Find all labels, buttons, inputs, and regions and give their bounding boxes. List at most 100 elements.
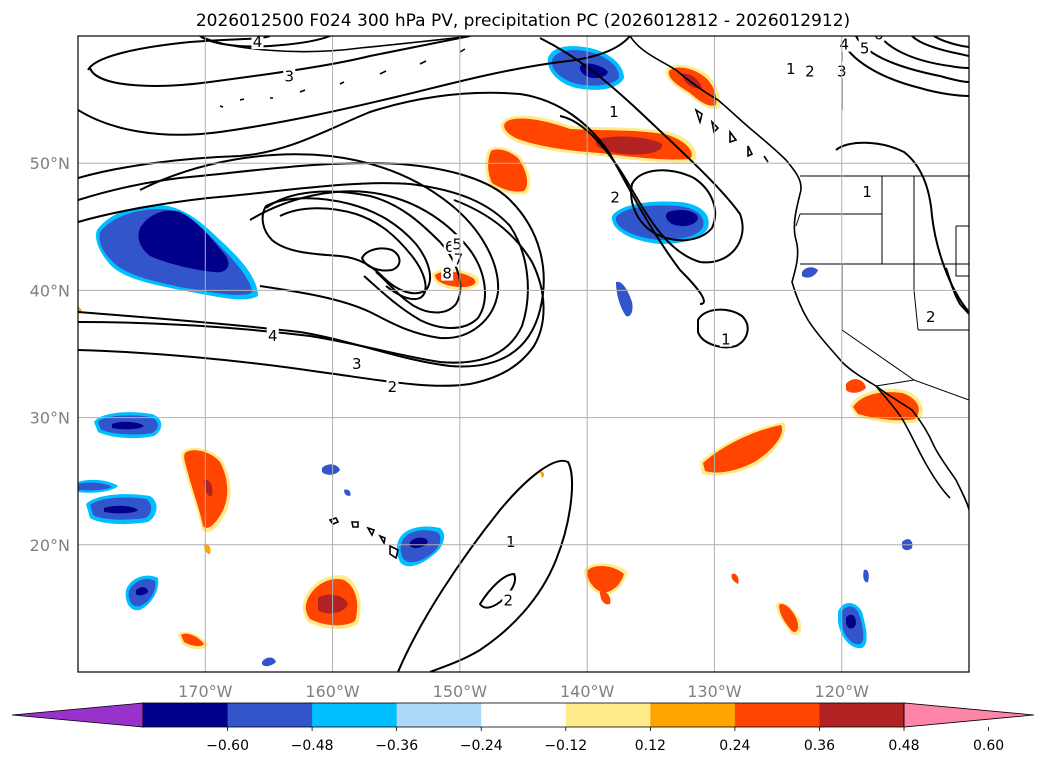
- precip-positive-region: [853, 392, 919, 421]
- hawaiian-islands: [328, 517, 399, 560]
- contour-label: 2: [503, 591, 513, 609]
- longitude-tick-label: 130°W: [687, 682, 742, 701]
- colorbar-extend-high: [903, 702, 1035, 728]
- contour-label-background: [803, 61, 816, 79]
- precip-positive-region: [600, 591, 611, 605]
- contour-label-background: [861, 182, 874, 200]
- colorbar-bin: [227, 703, 313, 727]
- pv-contours: [78, 36, 969, 672]
- colorbar-tick-label: −0.24: [460, 738, 503, 754]
- contour-label-background: [872, 36, 885, 42]
- colorbar-bin: [481, 703, 567, 727]
- contour-label-background: [924, 306, 937, 324]
- precip-negative-region: [802, 267, 818, 278]
- pv-contour-2-loop: [630, 169, 717, 242]
- precip-positive-region: [846, 379, 866, 393]
- precip-positive-region: [540, 471, 545, 478]
- precip-positive-region: [703, 425, 783, 473]
- pv-contour-4-ne: [911, 36, 969, 57]
- contour-label-background: [858, 38, 871, 56]
- colorbar-bin: [143, 703, 229, 727]
- contour-label-background: [607, 102, 620, 120]
- contour-label: 2: [926, 308, 936, 326]
- contour-label-background: [502, 590, 515, 608]
- precip-positive-region: [731, 573, 739, 584]
- precip-negative-region: [322, 464, 340, 475]
- pv-contour-core-outer: [139, 153, 500, 340]
- contour-label: 7: [454, 251, 464, 269]
- colorbar-tick-label: 0.24: [719, 738, 750, 754]
- contour-label-background: [386, 376, 399, 394]
- contour-label: 2: [388, 378, 398, 396]
- pv-contour-3-main: [78, 182, 529, 364]
- colorbar-bin: [819, 703, 905, 727]
- pv-contour-2: [78, 91, 705, 305]
- precip-positive-region: [682, 73, 702, 89]
- contour-label: 1: [786, 60, 796, 78]
- map-frame: [77, 35, 970, 673]
- contour-label: 1: [862, 183, 872, 201]
- longitude-tick-label: 150°W: [433, 682, 488, 701]
- contour-label-background: [452, 249, 465, 267]
- contour-label: 2: [610, 188, 620, 206]
- colorbar-tick-label: −0.12: [544, 738, 587, 754]
- colorbar-tick-label: 0.48: [888, 738, 919, 754]
- colorbar-tick-label: −0.48: [291, 738, 334, 754]
- pv-contour-2-main: [78, 199, 545, 387]
- latitude-tick-label: 50°N: [30, 154, 70, 173]
- pv-contour-1-south: [397, 459, 573, 672]
- contour-label: 8: [442, 265, 452, 283]
- contour-label: 6: [874, 25, 884, 43]
- colorbar: −0.60 −0.48 −0.36 −0.24 −0.12 0.12 0.24 0.36 0.4…: [11, 702, 1035, 754]
- colorbar-bin: [734, 703, 820, 727]
- precip-negative-region: [138, 210, 229, 273]
- latitude-tick-labels: 50°N 40°N 30°N 20°N: [30, 154, 70, 555]
- pv-contour-6: [265, 190, 462, 314]
- precip-negative-region: [112, 421, 144, 430]
- contour-label: 3: [352, 355, 362, 373]
- contour-label-background: [251, 36, 264, 50]
- pv-contour-7: [279, 207, 427, 300]
- contour-label: 1: [609, 103, 619, 121]
- us-state-borders: [795, 176, 969, 381]
- contour-label: 2: [805, 62, 815, 80]
- pv-contour-2-east: [945, 267, 969, 315]
- map-gridlines: [78, 36, 969, 672]
- precip-positive-region: [595, 136, 663, 155]
- precip-negative-region: [863, 569, 869, 583]
- contour-label: 1: [721, 331, 731, 349]
- precip-positive-region: [204, 479, 213, 497]
- precip-negative-region: [104, 505, 138, 514]
- colorbar-tick-label: 0.60: [973, 738, 1004, 754]
- precip-positive-region: [181, 633, 204, 647]
- precip-positive-region: [488, 149, 528, 192]
- pv-contour-5: [249, 190, 486, 329]
- pv-contour-1-ne: [841, 39, 969, 97]
- north-america-coastline: [629, 36, 969, 511]
- longitude-tick-label: 120°W: [815, 682, 870, 701]
- us-mexico-border: [875, 379, 969, 401]
- contour-label-background: [441, 263, 454, 281]
- contour-label: 4: [253, 33, 263, 51]
- precip-negative-region: [344, 489, 351, 496]
- colorbar-bin: [565, 703, 651, 727]
- precip-positive-region: [779, 604, 799, 632]
- colorbar-tick-label: −0.60: [206, 738, 249, 754]
- contour-label: 6: [445, 238, 455, 256]
- colorbar-bin: [396, 703, 482, 727]
- contour-label: 1: [506, 533, 516, 551]
- contour-label: 5: [860, 39, 870, 57]
- baja-peninsula-coastline: [875, 385, 951, 499]
- contour-label-background: [350, 353, 363, 371]
- pv-contour-4-main: [78, 162, 545, 368]
- longitude-tick-labels: 170°W 160°W 150°W 140°W 130°W 120°W: [178, 682, 869, 701]
- precip-positive-region: [587, 565, 624, 593]
- colorbar-frame: [142, 702, 905, 728]
- longitude-tick-label: 170°W: [178, 682, 233, 701]
- pv-contour-5-ne: [933, 36, 969, 48]
- pv-contour-3: [78, 36, 631, 136]
- figure-title: 2026012500 F024 300 hPa PV, precipitatio…: [196, 11, 850, 31]
